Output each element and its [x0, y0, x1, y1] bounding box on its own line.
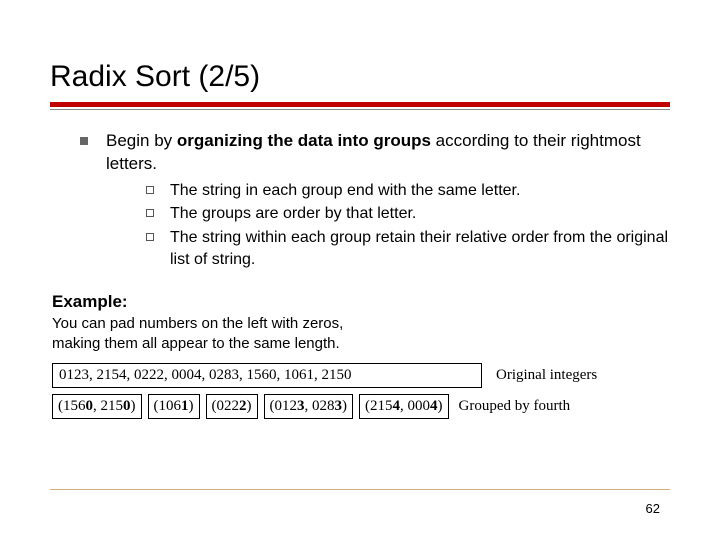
bullet-level2: The string in each group end with the sa…: [146, 180, 670, 202]
hollow-bullet-icon: [146, 209, 154, 217]
square-bullet-icon: [80, 137, 88, 145]
mp-prefix: Begin by: [106, 131, 177, 150]
mp-bold: organizing the data into groups: [177, 131, 431, 150]
grouped-row: (1560, 2150) (1061) (0222) (0123, 0283) …: [52, 394, 668, 419]
row2-label: Grouped by fourth: [459, 398, 571, 415]
sub-point-text: The groups are order by that letter.: [170, 203, 670, 225]
example-section: Example: You can pad numbers on the left…: [50, 292, 670, 419]
group-box: (0123, 0283): [264, 394, 354, 419]
bullet-level2: The groups are order by that letter.: [146, 203, 670, 225]
hollow-bullet-icon: [146, 186, 154, 194]
group-box: (2154, 0004): [359, 394, 449, 419]
sub-point-text: The string in each group end with the sa…: [170, 180, 670, 202]
group-box: (0222): [206, 394, 258, 419]
desc-line: making them all appear to the same lengt…: [52, 335, 340, 352]
row1-label: Original integers: [496, 367, 597, 384]
slide-title: Radix Sort (2/5): [50, 60, 670, 94]
bullet-level1: Begin by organizing the data into groups…: [80, 130, 670, 272]
sub-list: The string in each group end with the sa…: [146, 180, 670, 270]
example-label: Example:: [52, 292, 668, 312]
sub-point-text: The string within each group retain thei…: [170, 227, 670, 270]
main-point-text: Begin by organizing the data into groups…: [106, 130, 670, 272]
group-box: (1560, 2150): [52, 394, 142, 419]
group-box: (1061): [148, 394, 200, 419]
hollow-bullet-icon: [146, 233, 154, 241]
original-row: 0123, 2154, 0222, 0004, 0283, 1560, 1061…: [52, 363, 668, 388]
title-underline: [50, 102, 670, 110]
footer-divider: [50, 489, 670, 490]
slide: Radix Sort (2/5) Begin by organizing the…: [0, 0, 720, 540]
example-description: You can pad numbers on the left with zer…: [52, 314, 668, 353]
bullet-level2: The string within each group retain thei…: [146, 227, 670, 270]
desc-line: You can pad numbers on the left with zer…: [52, 315, 343, 332]
page-number: 62: [646, 501, 660, 516]
content-body: Begin by organizing the data into groups…: [50, 130, 670, 272]
original-integers-box: 0123, 2154, 0222, 0004, 0283, 1560, 1061…: [52, 363, 482, 388]
